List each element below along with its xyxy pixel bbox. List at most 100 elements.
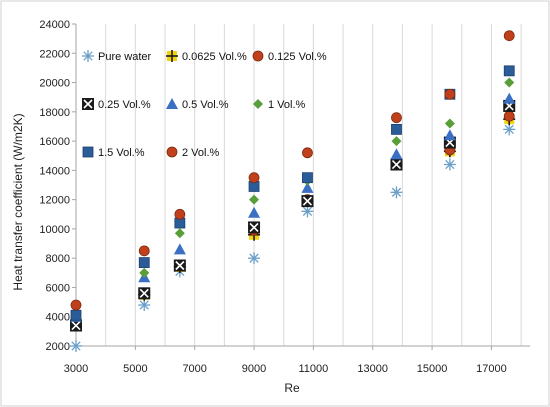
data-point xyxy=(504,77,515,88)
x-tick-label: 17000 xyxy=(476,363,507,375)
legend-marker xyxy=(82,98,94,110)
data-point xyxy=(139,267,150,278)
data-point xyxy=(444,88,456,100)
marks-layer xyxy=(70,30,516,352)
data-point xyxy=(391,136,402,147)
data-point xyxy=(174,208,186,220)
marker-stroke xyxy=(83,99,93,109)
marker-square xyxy=(82,146,94,158)
marker-stroke xyxy=(391,159,402,170)
legend-entry: 0.25 Vol.% xyxy=(82,98,151,111)
y-tick-label: 2000 xyxy=(46,341,70,353)
data-point xyxy=(70,309,82,321)
marker-circle xyxy=(138,245,150,257)
data-point xyxy=(503,92,516,104)
series-7 xyxy=(70,30,515,311)
data-point xyxy=(301,181,314,193)
x-tick-label: 7000 xyxy=(182,363,206,375)
x-tick-label: 11000 xyxy=(298,363,328,375)
x-tick-label: 9000 xyxy=(242,363,266,375)
x-tick-label: 15000 xyxy=(417,363,448,375)
legend-marker xyxy=(166,146,178,158)
data-point xyxy=(443,158,456,171)
data-point xyxy=(444,118,455,129)
data-point xyxy=(138,299,151,312)
data-point xyxy=(391,112,402,124)
marker-circle xyxy=(166,146,178,158)
data-point xyxy=(301,195,314,208)
data-point xyxy=(503,123,516,136)
marker-square xyxy=(391,123,402,135)
data-point xyxy=(390,148,403,160)
marker-circle xyxy=(391,112,402,124)
data-point xyxy=(248,221,261,234)
y-tick-label: 8000 xyxy=(46,253,70,265)
y-tick-label: 14000 xyxy=(39,165,70,177)
data-point xyxy=(138,257,150,268)
marker-circle xyxy=(503,30,515,42)
marker-diamond xyxy=(139,267,150,278)
marker-square xyxy=(503,65,515,77)
marker-circle xyxy=(174,208,186,220)
legend-entry: 0.0625 Vol.% xyxy=(166,50,247,63)
legend-marker xyxy=(82,146,94,158)
axis-layer: 2000 4000 6000 8000 10000 12000 14000 16000 1800… xyxy=(39,19,530,375)
y-tick-label: 16000 xyxy=(39,136,70,148)
marker-circle xyxy=(444,88,456,100)
data-point xyxy=(443,129,456,141)
data-point xyxy=(503,110,515,122)
marker-stroke xyxy=(139,288,149,298)
legend-marker xyxy=(166,50,178,62)
legend-marker xyxy=(252,50,264,62)
legend-label: 0.5 Vol.% xyxy=(182,99,229,111)
x-axis-title: Re xyxy=(284,381,300,395)
data-point xyxy=(138,287,151,300)
x-tick-label: 13000 xyxy=(357,363,388,375)
marker-stroke xyxy=(175,260,185,271)
marker-diamond xyxy=(391,136,402,147)
data-point xyxy=(173,243,186,255)
marker-triangle xyxy=(248,206,261,218)
legend-marker xyxy=(82,50,94,62)
marker-circle xyxy=(503,110,515,122)
y-axis-title: Heat transfer coefficient (W/m2K) xyxy=(11,113,25,290)
marker-square xyxy=(70,309,82,321)
marker-stroke xyxy=(302,196,313,206)
legend-entry: 0.125 Vol.% xyxy=(252,50,327,63)
data-point xyxy=(301,205,314,218)
marker-stroke xyxy=(71,320,81,331)
marker-diamond xyxy=(444,118,455,129)
marker-triangle xyxy=(503,92,516,104)
marker-diamond xyxy=(504,77,515,88)
data-point xyxy=(70,299,82,311)
data-point xyxy=(173,259,186,272)
legend-label: 0.0625 Vol.% xyxy=(182,51,247,63)
data-point xyxy=(503,65,515,77)
legend-entry: 2 Vol.% xyxy=(166,146,220,159)
x-tick-label: 3000 xyxy=(64,363,88,375)
data-point xyxy=(391,123,402,135)
marker-square xyxy=(138,257,150,268)
data-point xyxy=(248,252,261,265)
data-point xyxy=(249,194,260,205)
marker-circle xyxy=(70,299,82,311)
y-tick-label: 10000 xyxy=(39,224,70,236)
marker-triangle xyxy=(443,129,456,141)
y-tick-label: 4000 xyxy=(46,312,70,324)
marker-stroke xyxy=(249,222,259,233)
data-point xyxy=(302,172,313,184)
marker-triangle xyxy=(173,243,186,255)
legend-entry: 1 Vol.% xyxy=(253,99,306,111)
legend-label: Pure water xyxy=(98,51,152,63)
marker-diamond xyxy=(249,194,260,205)
legend-marker xyxy=(166,98,178,109)
y-tick-label: 24000 xyxy=(39,19,70,31)
legend-entry: 1.5 Vol.% xyxy=(82,146,145,159)
y-tick-label: 22000 xyxy=(39,48,70,60)
data-point xyxy=(390,158,403,171)
legend-entry: 0.5 Vol.% xyxy=(166,98,229,111)
y-tick-label: 12000 xyxy=(39,195,70,207)
